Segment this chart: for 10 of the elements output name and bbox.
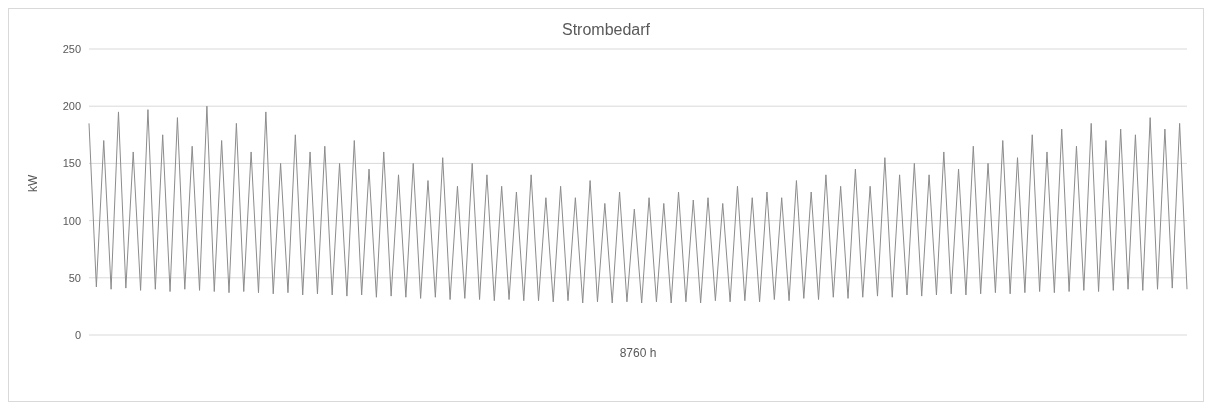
line-series [88, 105, 1188, 304]
x-axis-title: 8760 h [619, 346, 657, 360]
chart-title: Strombedarf [560, 20, 651, 39]
y-tick-label: 0 [74, 328, 81, 341]
y-tick-label: 100 [62, 214, 81, 227]
y-axis-title: kW [26, 174, 41, 192]
y-tick-label: 50 [68, 271, 81, 284]
y-tick-label: 150 [62, 157, 81, 170]
y-tick-label: 250 [62, 42, 81, 55]
y-tick-label: 200 [62, 100, 81, 113]
